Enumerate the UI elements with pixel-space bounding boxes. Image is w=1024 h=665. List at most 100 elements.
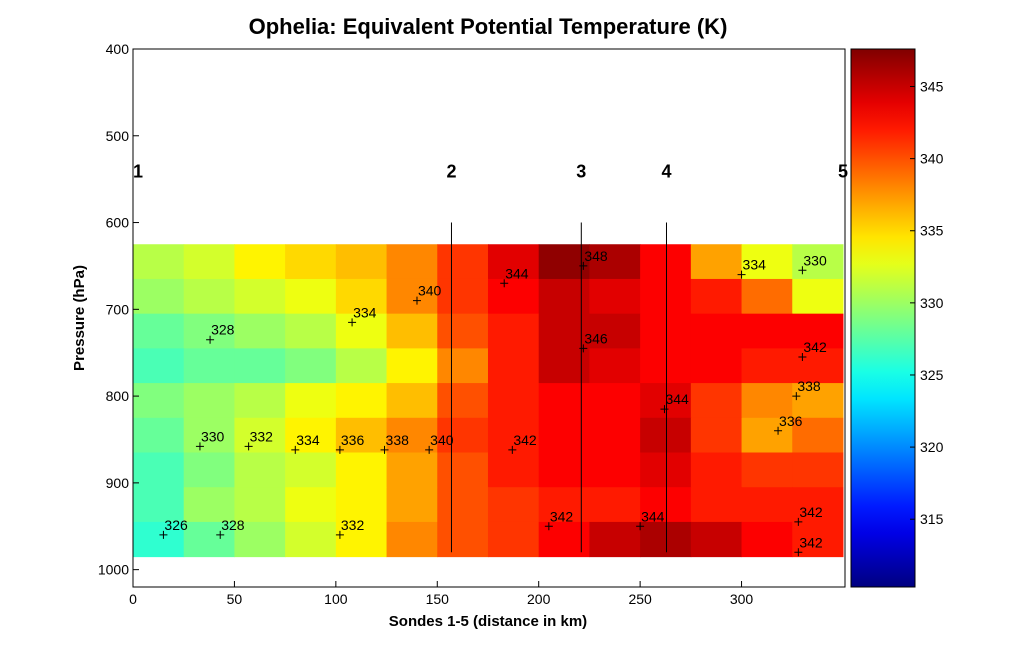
contour-label: 342 (513, 432, 537, 448)
contour-cell (386, 348, 438, 384)
contour-cell (487, 348, 540, 384)
contour-cell (285, 244, 337, 280)
contour-cell (386, 313, 438, 349)
contour-cell (690, 278, 743, 315)
chart-title: Ophelia: Equivalent Potential Temperatur… (249, 14, 728, 39)
contour-cell (741, 521, 793, 558)
contour-cell (183, 278, 235, 315)
contour-label: 330 (803, 252, 827, 268)
contour-cell (234, 244, 286, 280)
y-tick-label: 700 (106, 301, 130, 317)
contour-cell (386, 383, 438, 419)
contour-cell (335, 348, 388, 384)
contour-label: 332 (250, 428, 274, 444)
x-tick-label: 50 (227, 591, 243, 607)
contour-label: 344 (665, 391, 689, 407)
contour-cell (335, 487, 388, 523)
contour-cell (741, 348, 793, 384)
contour-cell (487, 383, 540, 419)
contour-label: 342 (803, 339, 827, 355)
contour-label-marker (508, 445, 517, 454)
contour-cell (133, 383, 185, 419)
contour-cell (437, 487, 489, 523)
contour-label: 340 (418, 283, 442, 299)
contour-cell (589, 278, 641, 315)
contour-label-marker (544, 522, 553, 531)
contour-label-marker (216, 530, 225, 539)
contour-cell (487, 521, 540, 558)
contour-cell (792, 244, 844, 280)
contour-cell (386, 278, 438, 315)
contour-cell (285, 348, 337, 384)
contour-cell (437, 417, 489, 453)
contour-cell (285, 452, 337, 488)
contour-cell (690, 452, 743, 488)
contour-cell (741, 313, 793, 349)
contour-cell (285, 487, 337, 523)
contour-cell (234, 383, 286, 419)
contour-label-marker (774, 426, 783, 435)
contour-cell (234, 452, 286, 488)
contour-label-marker (412, 296, 421, 305)
contour-cell (437, 452, 489, 488)
contour-label: 334 (296, 432, 320, 448)
contour-label-marker (500, 279, 509, 288)
contour-cell (133, 521, 185, 558)
colorbar-tick-label: 325 (920, 367, 944, 383)
contour-cell (792, 452, 844, 488)
contour-cell (183, 487, 235, 523)
contour-cell (234, 313, 286, 349)
contour-cell (234, 278, 286, 315)
contour-cell (792, 487, 844, 523)
colorbar-tick-label: 345 (920, 79, 944, 95)
contour-label: 342 (799, 504, 823, 520)
contour-cell (792, 417, 844, 453)
contour-cell (589, 417, 641, 453)
contour-cell (335, 417, 388, 453)
contour-cell (690, 244, 743, 280)
contour-label-marker (159, 530, 168, 539)
contour-cell (234, 521, 286, 558)
contour-cell (690, 487, 743, 523)
contour-cell (690, 383, 743, 419)
x-tick-label: 200 (527, 591, 551, 607)
contour-label: 332 (341, 517, 365, 533)
contour-cell (437, 313, 489, 349)
x-tick-label: 0 (129, 591, 137, 607)
sonde-label: 4 (661, 161, 671, 181)
contour-cell (183, 383, 235, 419)
contour-label-marker (794, 517, 803, 526)
y-axis-label: Pressure (hPa) (71, 265, 88, 371)
contour-cell (792, 383, 844, 419)
contour-cell (386, 244, 438, 280)
contour-cell (741, 452, 793, 488)
contour-cell (487, 487, 540, 523)
contour-cell (690, 521, 743, 558)
contour-cell (133, 417, 185, 453)
contour-cell (792, 348, 844, 384)
sonde-label: 1 (133, 161, 143, 181)
contour-cell (133, 244, 185, 280)
x-tick-label: 100 (324, 591, 348, 607)
contour-cell (792, 521, 844, 558)
contour-cell (335, 383, 388, 419)
contour-cell (538, 452, 590, 488)
contour-cell (741, 244, 793, 280)
contour-cell (285, 313, 337, 349)
contour-label-marker (794, 548, 803, 557)
contour-cell (640, 244, 692, 280)
contour-label-marker (798, 353, 807, 362)
contour-label: 336 (341, 432, 365, 448)
contour-label-marker (737, 270, 746, 279)
y-tick-label: 900 (106, 475, 130, 491)
contour-label: 348 (584, 248, 608, 264)
contour-cell (487, 452, 540, 488)
contour-cell (183, 348, 235, 384)
contour-label: 342 (550, 508, 574, 524)
contour-cell (335, 521, 388, 558)
contour-cell (538, 278, 590, 315)
colorbar-tick-label: 340 (920, 151, 944, 167)
contour-cell (792, 278, 844, 315)
